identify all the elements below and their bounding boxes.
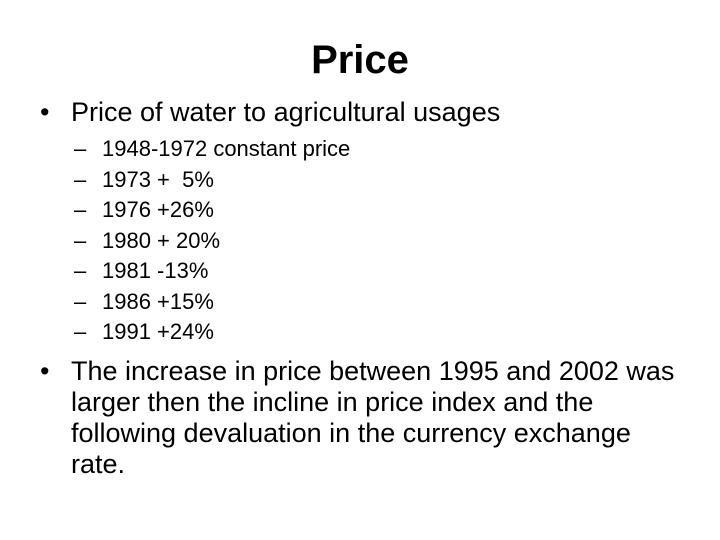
bullet-marker: • [40,356,50,386]
sub-bullet-text: 1976 +26% [102,197,214,222]
dash-marker: – [74,136,87,161]
bullet-marker: • [40,97,50,127]
sub-bullet-list: – 1948-1972 constant price – 1973 + 5% –… [74,136,350,350]
bullet-text: Price of water to agricultural usages [71,97,501,127]
dash-marker: – [74,258,87,283]
sub-bullet-item: – 1991 +24% [74,319,214,350]
dash-marker: – [74,288,87,314]
sub-bullet-item: – 1986 +15% [74,288,214,320]
sub-bullet-text: 1973 + 5% [102,166,214,192]
dash-marker: – [74,227,87,253]
sub-bullet-text: 1980 + 20% [102,227,221,253]
bullet-item: • Price of water to agricultural usages [40,97,700,128]
sub-bullet-item: – 1948-1972 constant price [74,136,350,167]
dash-marker: – [74,166,87,192]
sub-bullet-item: – 1981 -13% [74,258,208,289]
bullet-text: The increase in price between 1995 and 2… [71,356,675,479]
sub-bullet-item: – 1973 + 5% [74,166,214,198]
sub-bullet-item: – 1980 + 20% [74,227,220,259]
sub-bullet-text: 1948-1972 constant price [102,136,351,161]
sub-bullet-item: – 1976 +26% [74,197,214,228]
sub-bullet-text: 1986 +15% [102,288,214,314]
slide-title: Price [311,38,409,82]
sub-bullet-text: 1981 -13% [102,258,209,283]
dash-marker: – [74,319,87,344]
dash-marker: – [74,197,87,222]
bullet-item: • The increase in price between 1995 and… [40,356,700,480]
sub-bullet-text: 1991 +24% [102,319,214,344]
